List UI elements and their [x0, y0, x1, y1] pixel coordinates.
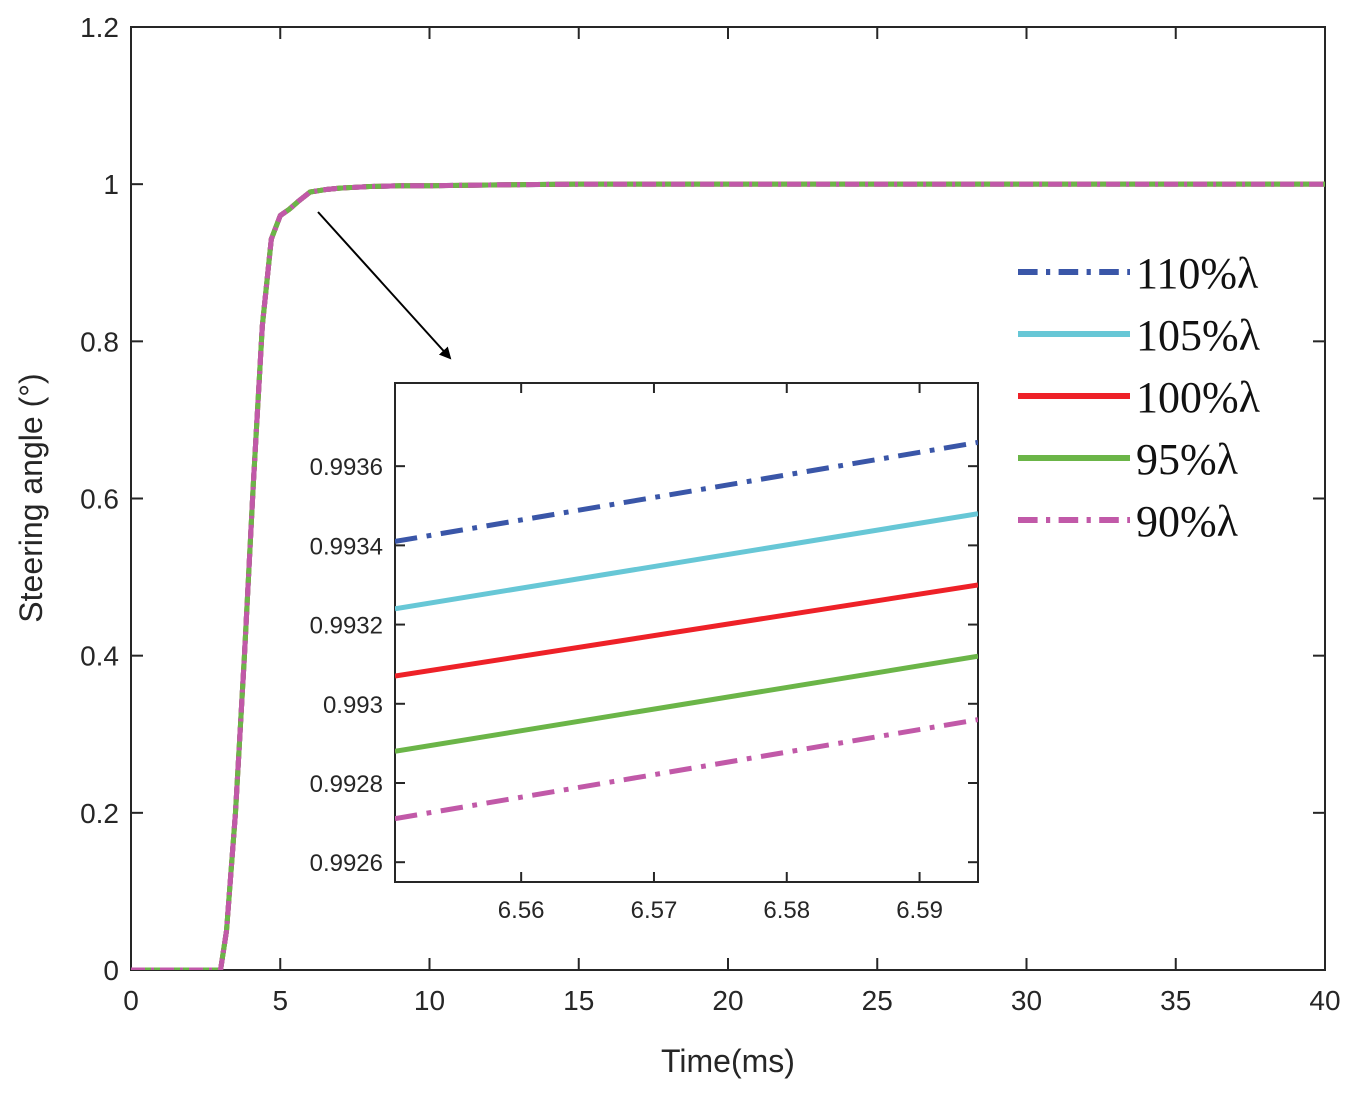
main-series-group [131, 181, 1325, 970]
y-tick-label: 0.9932 [310, 613, 383, 640]
legend-label: 105%λ [1136, 311, 1261, 360]
legend-label: 100%λ [1136, 373, 1261, 422]
x-axis-title: Time(ms) [661, 1043, 795, 1079]
x-tick-label: 10 [414, 985, 445, 1016]
x-tick-label: 35 [1160, 985, 1191, 1016]
x-tick-label: 5 [272, 985, 288, 1016]
x-tick-label: 25 [862, 985, 893, 1016]
zoom-arrow [317, 211, 452, 360]
y-tick-label: 0.9936 [310, 454, 383, 481]
inset-series-line-110-percent-lambda [395, 439, 978, 544]
inset-series-group [395, 439, 978, 822]
y-axis-title: Steering angle (°) [13, 373, 49, 622]
x-tick-label: 15 [563, 985, 594, 1016]
x-tick-label: 6.57 [631, 897, 678, 924]
y-tick-label: 0 [103, 955, 119, 986]
y-tick-label: 0.9934 [310, 533, 383, 560]
legend-label: 90%λ [1136, 497, 1239, 546]
x-tick-label: 20 [712, 985, 743, 1016]
inset-axis-ticks: 6.56 6.57 6.58 6.59 0.9926 0.9928 0.993 0.9932 0… [310, 383, 978, 924]
legend-label: 110%λ [1136, 249, 1259, 298]
y-tick-label: 0.8 [80, 326, 119, 357]
y-tick-label: 1.2 [80, 12, 119, 43]
y-tick-label: 0.4 [80, 641, 119, 672]
inset-series-line-105-percent-lambda [395, 511, 978, 612]
y-tick-label: 1 [103, 169, 119, 200]
inset-series-line-90-percent-lambda [395, 717, 978, 822]
y-tick-label: 0.9926 [310, 850, 383, 877]
main-series-line-90-percent-lambda [131, 181, 1325, 970]
legend: 110%λ 105%λ 100%λ 95%λ 90%λ [1018, 249, 1261, 546]
y-tick-label: 0.993 [323, 692, 383, 719]
x-tick-label: 6.59 [896, 897, 943, 924]
inset-series-line-100-percent-lambda [395, 582, 978, 679]
inset-series-line-95-percent-lambda [395, 653, 978, 754]
y-tick-label: 0.6 [80, 484, 119, 515]
x-tick-label: 6.58 [763, 897, 810, 924]
y-tick-label: 0.9928 [310, 771, 383, 798]
y-tick-label: 0.2 [80, 798, 119, 829]
legend-label: 95%λ [1136, 435, 1239, 484]
x-tick-label: 6.56 [498, 897, 545, 924]
inset-plot: 6.56 6.57 6.58 6.59 0.9926 0.9928 0.993 0.9932 0… [310, 382, 979, 924]
x-tick-label: 30 [1011, 985, 1042, 1016]
x-tick-label: 40 [1309, 985, 1340, 1016]
main-axis-ticks: 0 5 10 15 20 25 30 35 40 0 0.2 0.4 0.6 0.8 1 1.2 [80, 12, 1341, 1016]
x-tick-label: 0 [123, 985, 139, 1016]
